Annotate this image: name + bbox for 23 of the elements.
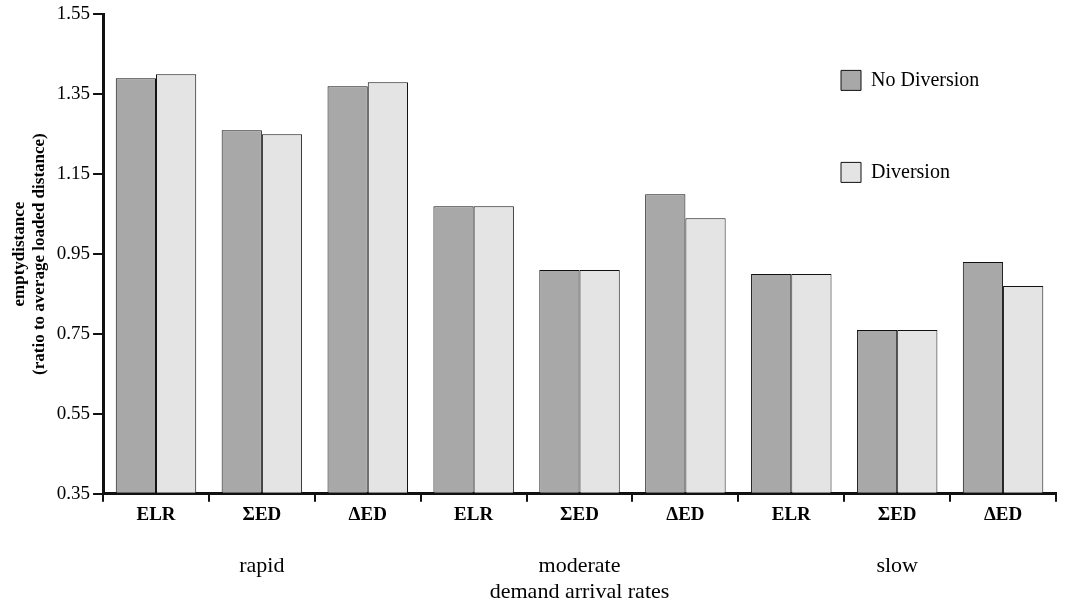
x-tick-label: ΔED [666, 503, 705, 525]
y-tick-label: 0.55 [56, 401, 91, 423]
y-tick-label: 1.35 [56, 82, 91, 104]
text: moderate [538, 551, 621, 577]
x-axis-title: demand arrival rates [489, 577, 670, 603]
y-tick-label: 0.35 [56, 481, 91, 503]
x-tick-label: ΔED [348, 503, 387, 525]
y-tick-label: 1.55 [56, 2, 91, 24]
legend-label: Diversion [871, 159, 950, 182]
x-tick-label: ΔED [983, 503, 1023, 525]
legend-label: No Diversion [871, 67, 980, 90]
x-tick-label: ΣED [242, 503, 282, 525]
x-tick-label: ELR [454, 503, 494, 525]
y-tick-label: 0.95 [56, 242, 91, 264]
x-tick-label: ELR [136, 503, 176, 525]
y-axis-title: emptydistance (ratio to average loaded distance) [8, 133, 48, 375]
text: slow [876, 551, 919, 577]
x-tick-label: ELR [771, 503, 812, 525]
y-tick-label: 0.75 [56, 321, 91, 343]
text: rapid [239, 551, 285, 577]
x-tick-label: ΣED [877, 503, 917, 525]
y-tick-label: 1.15 [56, 162, 91, 184]
x-tick-label: ΣED [560, 503, 599, 525]
